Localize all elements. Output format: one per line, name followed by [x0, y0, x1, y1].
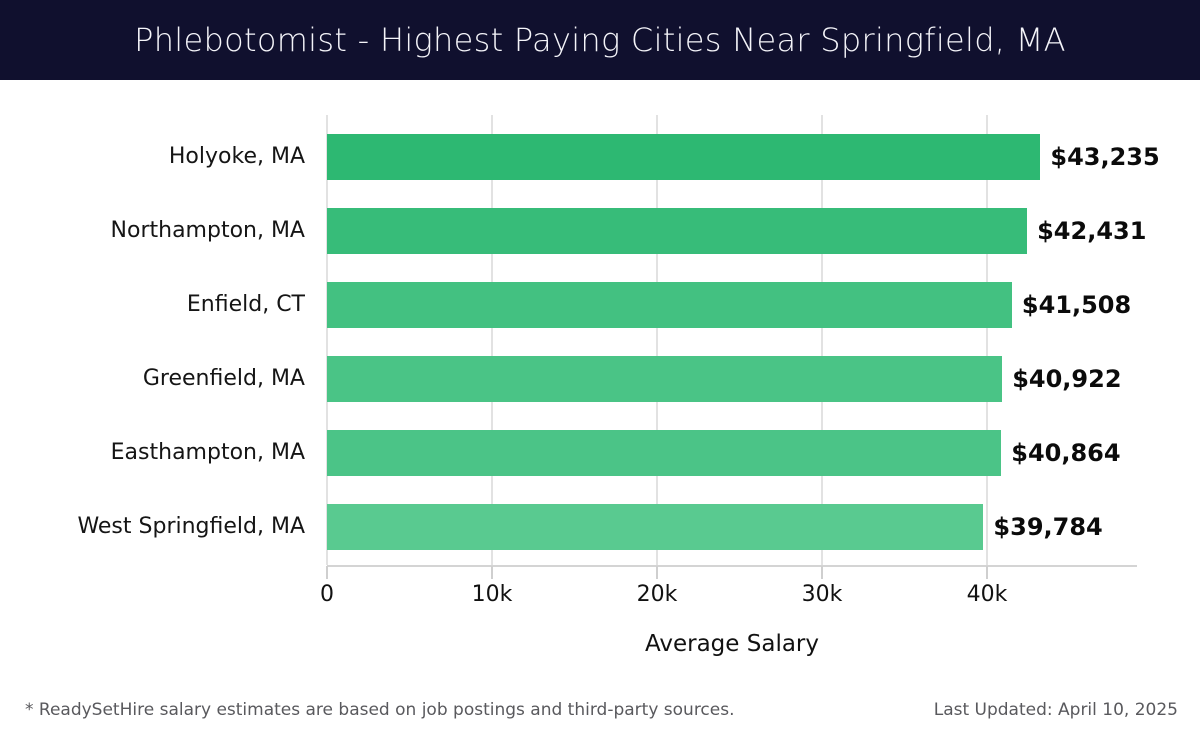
footer-note: * ReadySetHire salary estimates are base…: [25, 700, 735, 720]
plot-area: $43,235 $42,431 $41,508 $40,922 $40,864 $39,7…: [326, 115, 1160, 567]
category-label: Northampton, MA: [110, 218, 305, 243]
gridline: [491, 115, 493, 565]
category-label: Enfield, CT: [186, 292, 305, 317]
x-tick-label: 40k: [966, 582, 1008, 607]
last-updated: Last Updated: April 10, 2025: [933, 700, 1178, 720]
footer: * ReadySetHire salary estimates are base…: [25, 700, 1178, 720]
x-tick-label: 10k: [471, 582, 513, 607]
tick-mark: [491, 566, 493, 579]
gridline: [821, 115, 823, 565]
page-title: Phlebotomist - Highest Paying Cities Nea…: [134, 21, 1066, 59]
value-label: $39,784: [993, 513, 1103, 541]
category-label: Easthampton, MA: [110, 440, 305, 465]
category-label: Holyoke, MA: [168, 144, 305, 169]
bar: [327, 282, 1012, 328]
x-tick-label: 20k: [636, 582, 678, 607]
bar: [327, 134, 1041, 180]
x-tick-label: 30k: [801, 582, 843, 607]
gridline: [656, 115, 658, 565]
category-label: Greenfield, MA: [142, 366, 305, 391]
value-label: $41,508: [1021, 291, 1132, 319]
category-label: West Springfield, MA: [77, 514, 305, 539]
bar: [327, 356, 1003, 402]
value-label: $43,235: [1050, 143, 1160, 171]
bar: [327, 504, 984, 550]
bar: [327, 430, 1002, 476]
gridline: [986, 115, 988, 565]
tick-mark: [986, 566, 988, 579]
tick-mark: [656, 566, 658, 579]
value-label: $40,864: [1011, 439, 1121, 467]
value-label: $42,431: [1037, 217, 1147, 245]
x-axis-title: Average Salary: [644, 631, 819, 657]
tick-mark: [821, 566, 823, 579]
bar: [327, 208, 1028, 254]
title-bar: Phlebotomist - Highest Paying Cities Nea…: [0, 0, 1200, 80]
tick-mark: [326, 566, 328, 579]
gridline: [326, 115, 328, 565]
value-label: $40,922: [1012, 365, 1122, 393]
x-tick-label: 0: [320, 582, 334, 607]
